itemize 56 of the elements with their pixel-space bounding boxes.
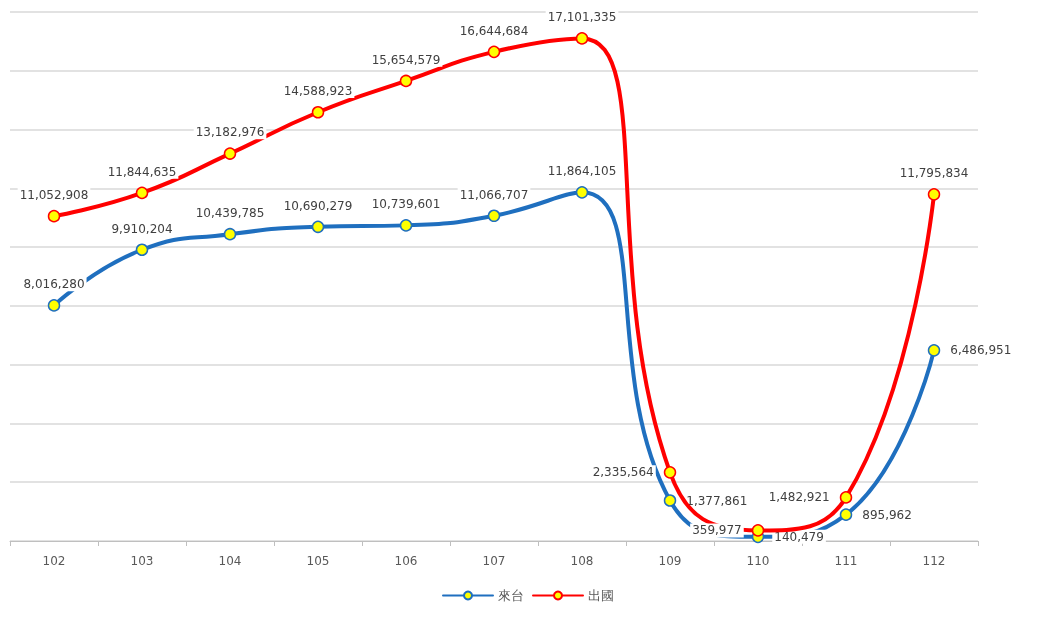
point [927,344,941,357]
data-label: 11,052,908 [19,187,89,202]
point [487,45,501,59]
point [575,186,589,199]
data-label: 10,439,785 [195,205,265,220]
x-tick-label: 107 [482,554,506,568]
data-label: 8,016,280 [23,277,85,292]
point [839,508,853,521]
x-tick-label: 102 [42,554,66,568]
x-tick-label: 103 [130,554,154,568]
data-label: 10,739,601 [371,197,441,212]
data-label: 11,795,834 [899,166,969,181]
data-label: 140,479 [774,529,824,544]
data-label: 6,486,951 [950,343,1012,358]
data-label: 17,101,335 [547,10,617,25]
point [927,188,941,201]
point [839,491,853,504]
legend-label: 來台 [498,588,524,603]
data-label: 1,377,861 [686,493,748,508]
x-tick-label: 111 [834,554,858,568]
point [311,106,325,119]
legend-label: 出國 [588,588,614,603]
data-label: 11,844,635 [107,164,177,179]
point [399,219,413,232]
point [487,209,501,223]
point [399,74,413,88]
point [223,227,237,241]
x-tick-label: 109 [658,554,682,568]
data-label: 359,977 [692,523,742,538]
point [311,220,325,234]
point [135,186,149,200]
data-label: 9,910,204 [111,221,173,236]
point [47,299,61,312]
data-label: 14,588,923 [283,84,353,98]
data-label: 895,962 [862,507,912,522]
data-label: 16,644,684 [459,23,529,38]
point [575,32,589,45]
data-label: 15,654,579 [371,52,441,67]
x-tick-label: 105 [306,554,330,568]
x-tick-label: 112 [922,554,946,568]
x-tick-label: 110 [746,554,770,568]
data-label: 11,864,105 [547,164,617,179]
point [663,494,677,507]
x-tick-label: 108 [570,554,594,568]
point [751,524,765,537]
point [135,243,149,256]
data-label: 13,182,976 [195,125,265,140]
data-label: 2,335,564 [592,465,654,480]
point [663,466,677,479]
data-label: 1,482,921 [768,490,830,505]
data-label: 11,066,707 [459,187,529,202]
data-label: 10,690,279 [283,198,353,213]
point [47,209,61,223]
point [223,147,237,160]
x-tick-label: 104 [218,554,242,568]
x-tick-label: 106 [394,554,418,568]
